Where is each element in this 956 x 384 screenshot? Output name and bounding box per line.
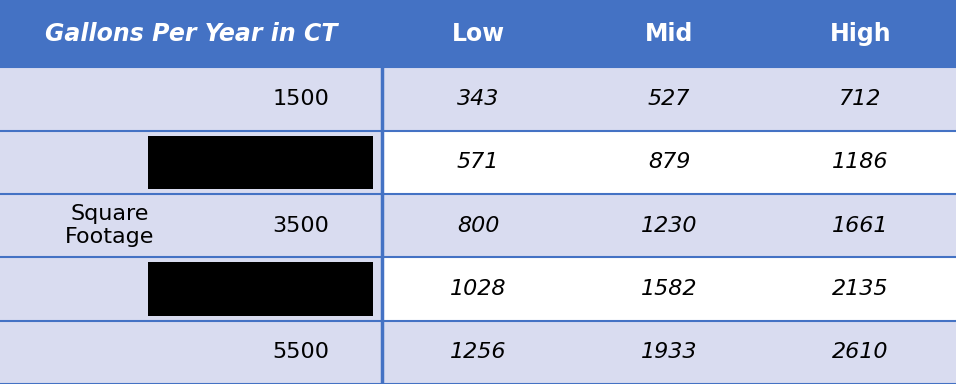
Text: 2610: 2610 bbox=[832, 342, 889, 362]
Bar bbox=[0, 0, 956, 67]
Bar bbox=[0, 131, 382, 194]
Bar bbox=[382, 321, 956, 384]
Bar bbox=[382, 67, 956, 131]
Bar bbox=[382, 131, 956, 194]
Text: 1661: 1661 bbox=[832, 215, 889, 236]
Bar bbox=[148, 136, 373, 189]
Text: 5500: 5500 bbox=[272, 342, 330, 362]
Text: 1186: 1186 bbox=[832, 152, 889, 172]
Text: 879: 879 bbox=[648, 152, 690, 172]
Text: 1028: 1028 bbox=[449, 279, 507, 299]
Text: 1933: 1933 bbox=[641, 342, 698, 362]
Text: 571: 571 bbox=[457, 152, 499, 172]
Text: 712: 712 bbox=[839, 89, 881, 109]
Text: 527: 527 bbox=[648, 89, 690, 109]
Text: High: High bbox=[830, 22, 891, 46]
Bar bbox=[0, 67, 382, 131]
Text: 1500: 1500 bbox=[272, 89, 330, 109]
Text: 1230: 1230 bbox=[641, 215, 698, 236]
Bar bbox=[148, 262, 373, 316]
Text: 343: 343 bbox=[457, 89, 499, 109]
Bar bbox=[0, 67, 382, 384]
Text: 800: 800 bbox=[457, 215, 499, 236]
Bar bbox=[0, 257, 382, 321]
Text: 1256: 1256 bbox=[449, 342, 507, 362]
Bar bbox=[382, 257, 956, 321]
Text: Mid: Mid bbox=[645, 22, 693, 46]
Bar bbox=[0, 321, 382, 384]
Text: 3500: 3500 bbox=[272, 215, 330, 236]
Text: Low: Low bbox=[451, 22, 505, 46]
Text: 1582: 1582 bbox=[641, 279, 698, 299]
Bar bbox=[0, 194, 382, 257]
Text: Gallons Per Year in CT: Gallons Per Year in CT bbox=[45, 22, 337, 46]
Text: Square
Footage: Square Footage bbox=[65, 204, 155, 247]
Text: 2135: 2135 bbox=[832, 279, 889, 299]
Bar bbox=[382, 194, 956, 257]
